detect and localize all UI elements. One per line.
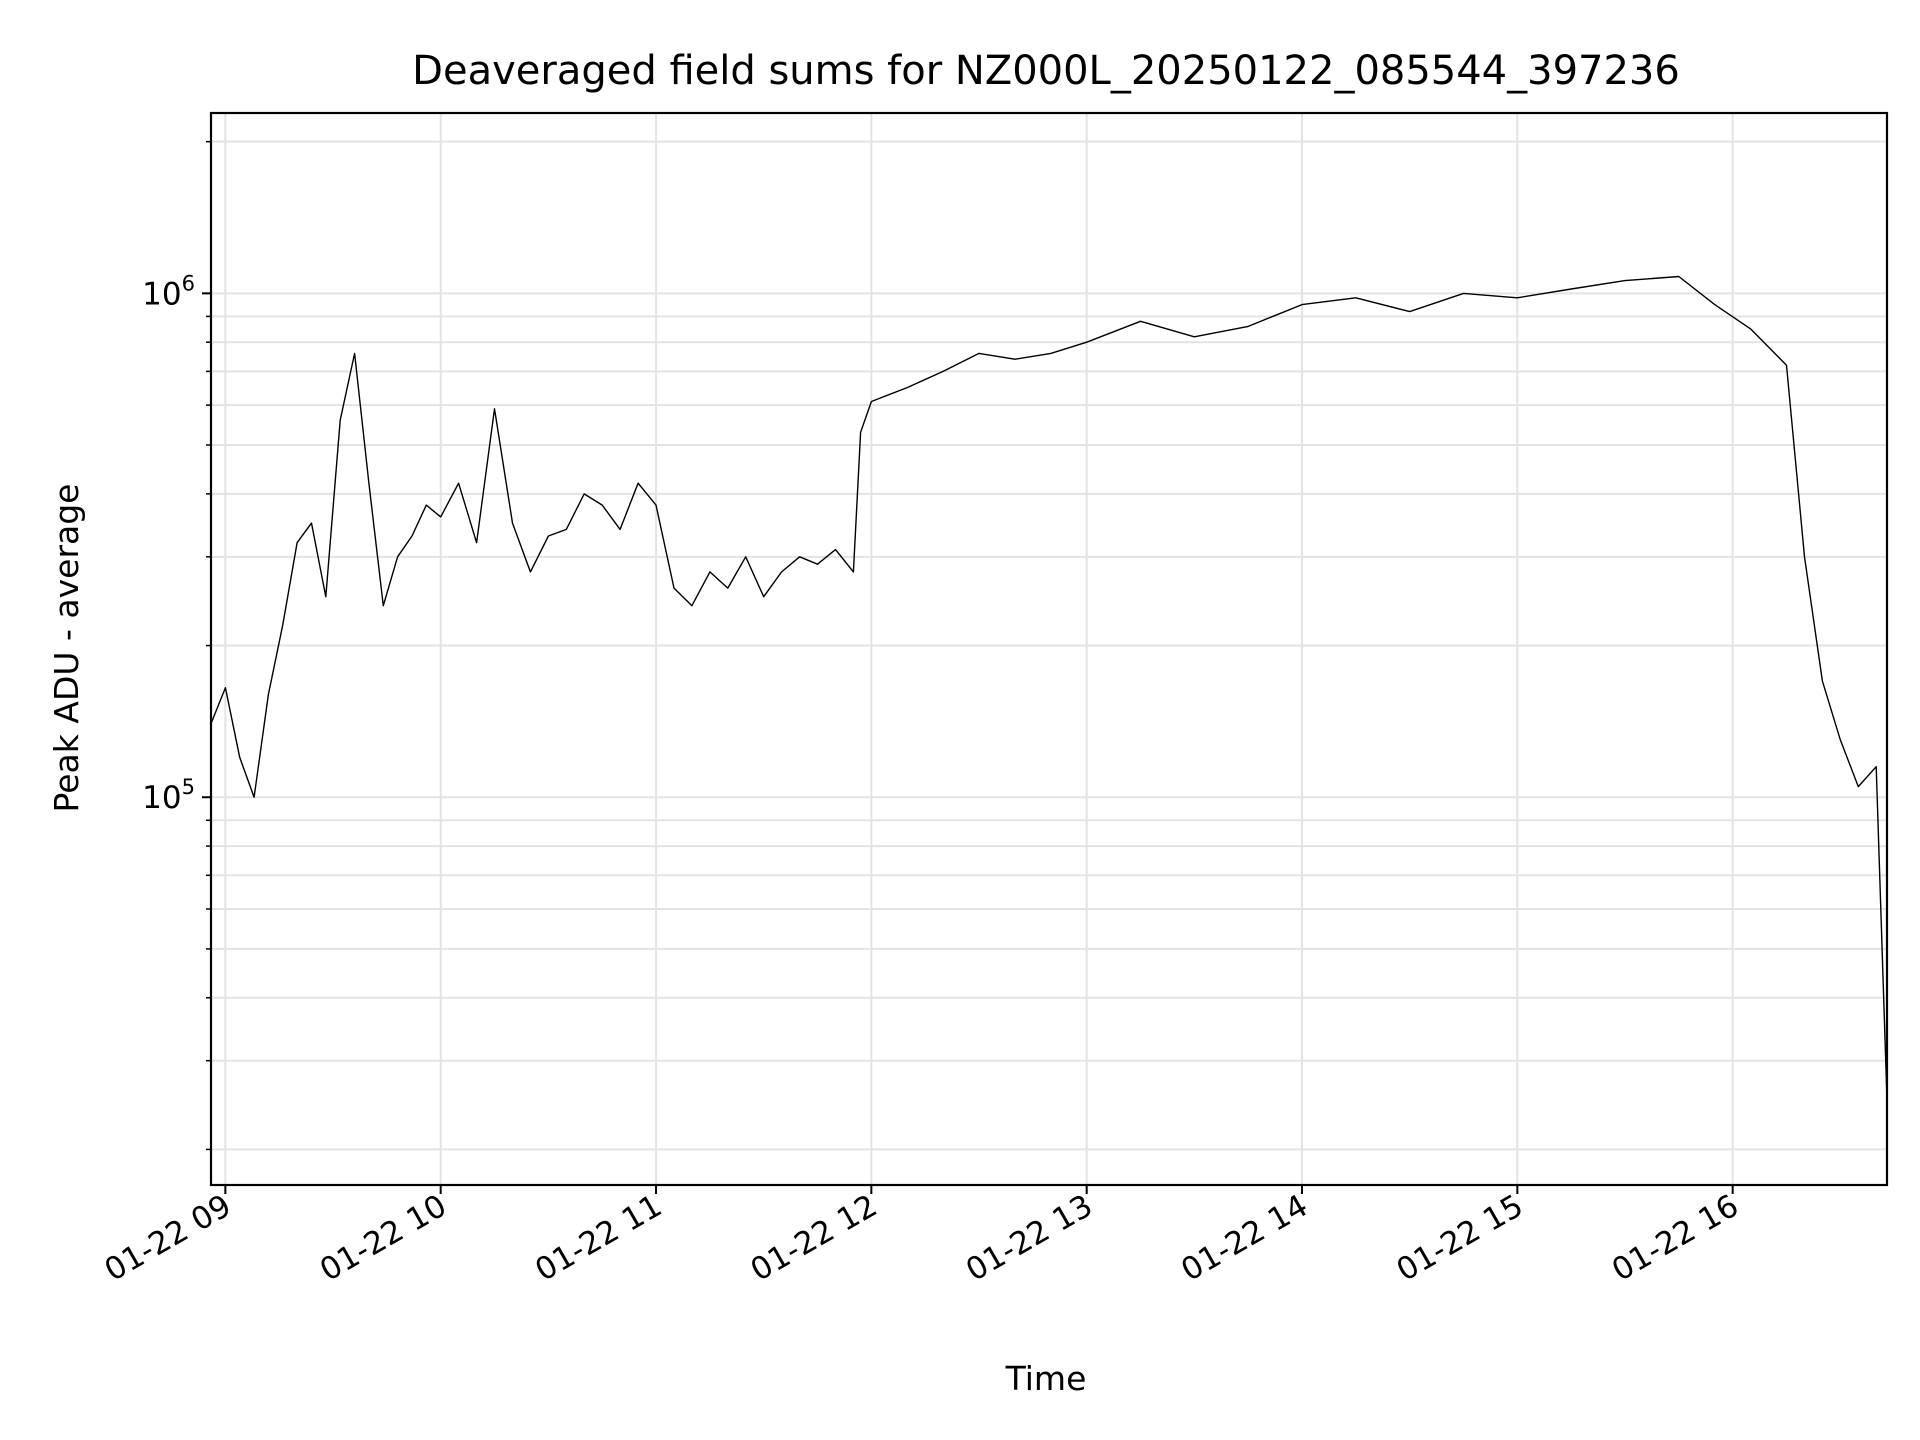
series-layer [210,275,1888,1101]
y-tick-label: 105 [142,775,195,816]
y-tick-label: 106 [142,271,195,312]
series-line [210,275,1888,1101]
grid [211,113,1887,1185]
x-axis-label: Time [1005,1359,1087,1398]
plot-frame [209,111,1889,1187]
chart-title: Deaveraged field sums for NZ000L_2025012… [412,48,1680,94]
y-axis-label: Peak ADU - average [47,484,86,813]
y-axis: 105 106 [142,140,211,1151]
